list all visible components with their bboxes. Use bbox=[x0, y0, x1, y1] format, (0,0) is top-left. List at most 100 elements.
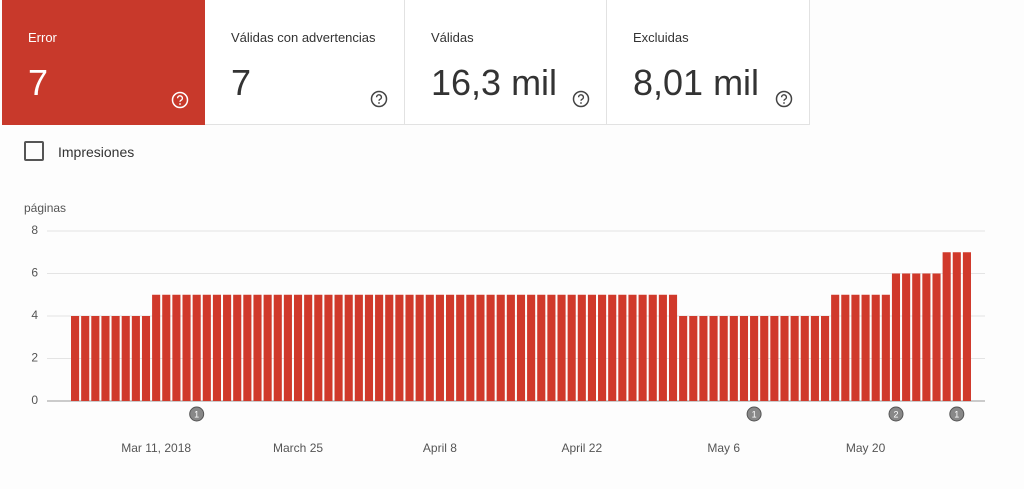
bar bbox=[81, 316, 90, 401]
bar bbox=[466, 294, 475, 401]
bar bbox=[344, 294, 353, 401]
bar bbox=[243, 294, 252, 401]
bar bbox=[486, 294, 495, 401]
help-circle bbox=[171, 91, 189, 109]
bar bbox=[841, 294, 850, 401]
status-card[interactable]: Excluidas 8,01 mil bbox=[607, 0, 810, 125]
bar bbox=[101, 316, 110, 401]
bar bbox=[699, 316, 708, 401]
y-tick-label: 0 bbox=[31, 393, 38, 407]
bar bbox=[425, 294, 434, 401]
help-dot bbox=[783, 102, 785, 104]
bar bbox=[71, 316, 80, 401]
annotation-label: 1 bbox=[194, 409, 199, 419]
bar bbox=[618, 294, 627, 401]
annotation-label: 1 bbox=[752, 409, 757, 419]
status-card[interactable]: Válidas 16,3 mil bbox=[405, 0, 607, 125]
x-tick-label: March 25 bbox=[273, 441, 323, 455]
annotation-marker bbox=[746, 406, 762, 422]
help-dot bbox=[179, 103, 181, 105]
bar bbox=[739, 316, 749, 401]
bar bbox=[141, 316, 151, 401]
help-glyph bbox=[375, 94, 383, 101]
bar bbox=[587, 294, 596, 401]
help-circle bbox=[370, 90, 388, 108]
card-label: Válidas bbox=[431, 30, 474, 45]
bar bbox=[891, 273, 901, 401]
bar bbox=[172, 294, 181, 401]
bar bbox=[364, 294, 374, 401]
bar bbox=[223, 294, 232, 401]
status-card[interactable]: Error 7 bbox=[2, 0, 205, 125]
card-label: Error bbox=[28, 30, 57, 45]
bar bbox=[881, 294, 890, 401]
bar bbox=[456, 294, 465, 401]
card-label: Excluidas bbox=[633, 30, 689, 45]
bar bbox=[912, 273, 921, 401]
bar bbox=[263, 294, 272, 401]
y-tick-label: 6 bbox=[31, 266, 38, 280]
help-icon[interactable] bbox=[171, 91, 189, 109]
bar bbox=[648, 294, 657, 401]
help-circle bbox=[775, 90, 793, 108]
card-label: Válidas con advertencias bbox=[231, 30, 376, 45]
bar bbox=[760, 316, 769, 401]
bar bbox=[405, 294, 414, 401]
help-icon[interactable] bbox=[572, 90, 590, 108]
bar bbox=[962, 252, 971, 401]
bar bbox=[354, 294, 363, 401]
bar bbox=[395, 294, 404, 401]
bar bbox=[942, 252, 951, 401]
bar bbox=[851, 294, 860, 401]
x-tick-label: April 22 bbox=[561, 441, 602, 455]
bar bbox=[628, 294, 637, 401]
bar bbox=[689, 316, 698, 401]
bar bbox=[932, 273, 941, 401]
bar bbox=[314, 294, 323, 401]
help-icon[interactable] bbox=[775, 90, 793, 108]
bar bbox=[668, 294, 678, 401]
bar bbox=[496, 294, 505, 401]
bar bbox=[567, 294, 576, 401]
bar bbox=[638, 294, 647, 401]
y-tick-label: 4 bbox=[31, 308, 38, 322]
help-dot bbox=[378, 102, 380, 104]
annotation-label: 1 bbox=[954, 409, 959, 419]
bar bbox=[537, 294, 546, 401]
status-card[interactable]: Válidas con advertencias 7 bbox=[205, 0, 405, 125]
bar bbox=[679, 316, 688, 401]
bar bbox=[871, 294, 880, 401]
bar bbox=[121, 316, 130, 401]
bar bbox=[729, 316, 738, 401]
checkbox[interactable] bbox=[24, 141, 44, 161]
help-circle bbox=[572, 90, 590, 108]
bar bbox=[780, 316, 789, 401]
y-tick-label: 8 bbox=[31, 223, 38, 237]
bar bbox=[902, 273, 911, 401]
x-tick-label: May 6 bbox=[707, 441, 740, 455]
bar bbox=[831, 294, 840, 401]
bar bbox=[790, 316, 799, 401]
card-value: 7 bbox=[28, 62, 49, 103]
bar bbox=[608, 294, 617, 401]
annotation-label: 2 bbox=[893, 409, 898, 419]
bar bbox=[91, 316, 100, 401]
bar bbox=[192, 294, 201, 401]
checkbox-label[interactable]: Impresiones bbox=[58, 144, 135, 160]
bar bbox=[446, 294, 455, 401]
bar bbox=[577, 294, 586, 401]
help-glyph bbox=[176, 95, 184, 102]
annotation-marker bbox=[888, 406, 904, 422]
annotation-marker bbox=[189, 406, 205, 422]
bar bbox=[304, 294, 313, 401]
annotation-marker bbox=[949, 406, 965, 422]
card-value: 16,3 mil bbox=[431, 62, 558, 103]
help-glyph bbox=[780, 94, 788, 101]
bar bbox=[324, 294, 333, 401]
bar bbox=[385, 294, 394, 401]
bar bbox=[598, 294, 607, 401]
help-icon[interactable] bbox=[370, 90, 388, 108]
bar bbox=[375, 294, 384, 401]
